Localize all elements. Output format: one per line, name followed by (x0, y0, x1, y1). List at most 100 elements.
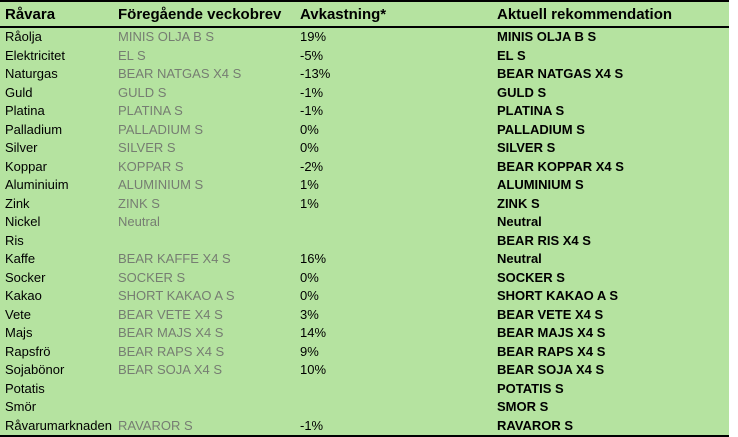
cell-avkastning: 19% (300, 29, 327, 44)
cell-ravara: Vete (5, 306, 32, 322)
cell-rekommendation: BEAR KOPPAR X4 S (497, 158, 624, 174)
column-header-ravara: Råvara (5, 5, 56, 23)
table-row: Zink ZINK S 1% ZINK S (0, 195, 729, 214)
cell-foregaende: MINIS OLJA B S (118, 29, 215, 44)
cell-ravara: Nickel (5, 214, 41, 229)
table-row: Potatis POTATIS S (0, 380, 729, 399)
cell-rekommendation: POTATIS S (497, 380, 564, 396)
cell-foregaende: KOPPAR S (118, 158, 184, 174)
cell-foregaende: SHORT KAKAO A S (118, 288, 235, 303)
cell-ravara: Kaffe (5, 251, 36, 266)
column-header-avkastning: Avkastning* (300, 5, 387, 23)
table-row: Socker SOCKER S 0% SOCKER S (0, 269, 729, 288)
cell-ravara: Palladium (5, 121, 63, 137)
cell-ravara: Zink (5, 195, 30, 211)
cell-rekommendation: ALUMINIUM S (497, 177, 584, 192)
cell-ravara: Majs (5, 325, 33, 340)
cell-foregaende: GULD S (118, 84, 167, 100)
cell-ravara: Elektricitet (5, 47, 65, 63)
cell-foregaende: BEAR SOJA X4 S (118, 362, 223, 377)
cell-foregaende: PLATINA S (118, 103, 183, 118)
table-row: Naturgas BEAR NATGAS X4 S -13% BEAR NATG… (0, 65, 729, 84)
cell-rekommendation: BEAR RAPS X4 S (497, 343, 606, 359)
table-row: Råolja MINIS OLJA B S 19% MINIS OLJA B S (0, 28, 729, 47)
cell-avkastning: 16% (300, 251, 327, 266)
cell-ravara: Naturgas (5, 66, 58, 81)
cell-avkastning: 0% (300, 121, 319, 137)
cell-rekommendation: SHORT KAKAO A S (497, 288, 619, 303)
cell-ravara: Kakao (5, 288, 42, 303)
cell-rekommendation: Neutral (497, 214, 542, 229)
cell-avkastning: 0% (300, 288, 319, 303)
table-row: Ris BEAR RIS X4 S (0, 232, 729, 251)
table-row: Smör SMOR S (0, 398, 729, 417)
cell-rekommendation: SMOR S (497, 399, 549, 414)
cell-avkastning: -13% (300, 66, 331, 81)
cell-avkastning: 9% (300, 343, 319, 359)
cell-ravara: Guld (5, 84, 33, 100)
table-header-row: Råvara Föregående veckobrev Avkastning* … (0, 2, 729, 28)
cell-rekommendation: BEAR SOJA X4 S (497, 362, 605, 377)
cell-rekommendation: GULD S (497, 84, 547, 100)
cell-avkastning: -1% (300, 84, 324, 100)
cell-ravara: Sojabönor (5, 362, 65, 377)
table-body: Råolja MINIS OLJA B S 19% MINIS OLJA B S… (0, 28, 729, 435)
cell-rekommendation: BEAR RIS X4 S (497, 232, 591, 248)
cell-foregaende: BEAR MAJS X4 S (118, 325, 224, 340)
cell-avkastning: 14% (300, 325, 327, 340)
cell-rekommendation: EL S (497, 47, 526, 63)
cell-foregaende: EL S (118, 47, 146, 63)
cell-avkastning: -2% (300, 158, 324, 174)
table-row: Vete BEAR VETE X4 S 3% BEAR VETE X4 S (0, 306, 729, 325)
cell-rekommendation: ZINK S (497, 195, 540, 211)
cell-avkastning: 1% (300, 195, 319, 211)
cell-foregaende: SILVER S (118, 140, 176, 155)
table-row: Koppar KOPPAR S -2% BEAR KOPPAR X4 S (0, 158, 729, 177)
table-row: Kaffe BEAR KAFFE X4 S 16% Neutral (0, 250, 729, 269)
cell-foregaende: ZINK S (118, 195, 160, 211)
cell-ravara: Råvarumarknaden (5, 417, 112, 433)
cell-rekommendation: PALLADIUM S (497, 121, 585, 137)
cell-avkastning: 10% (300, 362, 327, 377)
cell-foregaende: PALLADIUM S (118, 121, 204, 137)
cell-ravara: Potatis (5, 380, 45, 396)
table-row: Råvarumarknaden RAVAROR S -1% RAVAROR S (0, 417, 729, 436)
cell-rekommendation: SILVER S (497, 140, 556, 155)
cell-rekommendation: MINIS OLJA B S (497, 29, 597, 44)
column-header-rekommendation: Aktuell rekommendation (497, 5, 673, 23)
table-row: Kakao SHORT KAKAO A S 0% SHORT KAKAO A S (0, 287, 729, 306)
table-row: Platina PLATINA S -1% PLATINA S (0, 102, 729, 121)
cell-avkastning: 1% (300, 177, 319, 192)
cell-avkastning: -5% (300, 47, 324, 63)
cell-ravara: Platina (5, 103, 45, 118)
cell-foregaende: BEAR RAPS X4 S (118, 343, 225, 359)
cell-ravara: Koppar (5, 158, 47, 174)
cell-ravara: Smör (5, 399, 37, 414)
table-row: Palladium PALLADIUM S 0% PALLADIUM S (0, 121, 729, 140)
cell-foregaende: SOCKER S (118, 269, 186, 285)
table-row: Silver SILVER S 0% SILVER S (0, 139, 729, 158)
cell-avkastning: 0% (300, 140, 319, 155)
table-row: Guld GULD S -1% GULD S (0, 84, 729, 103)
cell-ravara: Rapsfrö (5, 343, 51, 359)
cell-avkastning: 3% (300, 306, 319, 322)
cell-ravara: Socker (5, 269, 46, 285)
table-row: Elektricitet EL S -5% EL S (0, 47, 729, 66)
cell-foregaende: Neutral (118, 214, 160, 229)
cell-avkastning: -1% (300, 417, 324, 433)
column-header-foregaende: Föregående veckobrev (118, 5, 282, 23)
cell-rekommendation: SOCKER S (497, 269, 565, 285)
table-row: Sojabönor BEAR SOJA X4 S 10% BEAR SOJA X… (0, 361, 729, 380)
cell-rekommendation: Neutral (497, 251, 542, 266)
table-row: Aluminiuim ALUMINIUM S 1% ALUMINIUM S (0, 176, 729, 195)
cell-rekommendation: BEAR NATGAS X4 S (497, 66, 624, 81)
table-row: Rapsfrö BEAR RAPS X4 S 9% BEAR RAPS X4 S (0, 343, 729, 362)
cell-ravara: Råolja (5, 29, 42, 44)
cell-avkastning: -1% (300, 103, 324, 118)
cell-ravara: Ris (5, 232, 24, 248)
cell-foregaende: BEAR VETE X4 S (118, 306, 223, 322)
cell-ravara: Aluminiuim (5, 177, 69, 192)
table-row: Nickel Neutral Neutral (0, 213, 729, 232)
